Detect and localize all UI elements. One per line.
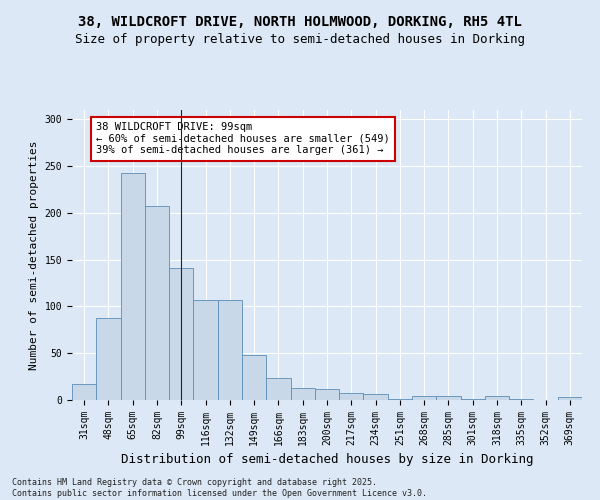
Bar: [485, 396, 509, 400]
Text: Size of property relative to semi-detached houses in Dorking: Size of property relative to semi-detach…: [75, 32, 525, 46]
Bar: [388, 399, 412, 400]
Bar: [315, 389, 339, 400]
Bar: [412, 396, 436, 400]
Bar: [193, 300, 218, 400]
Bar: [96, 318, 121, 400]
Text: 38, WILDCROFT DRIVE, NORTH HOLMWOOD, DORKING, RH5 4TL: 38, WILDCROFT DRIVE, NORTH HOLMWOOD, DOR…: [78, 15, 522, 29]
Bar: [461, 399, 485, 400]
X-axis label: Distribution of semi-detached houses by size in Dorking: Distribution of semi-detached houses by …: [121, 454, 533, 466]
Y-axis label: Number of semi-detached properties: Number of semi-detached properties: [29, 140, 39, 370]
Bar: [242, 355, 266, 400]
Bar: [364, 394, 388, 400]
Bar: [339, 392, 364, 400]
Bar: [509, 399, 533, 400]
Bar: [72, 384, 96, 400]
Bar: [145, 206, 169, 400]
Bar: [121, 172, 145, 400]
Bar: [558, 397, 582, 400]
Text: Contains HM Land Registry data © Crown copyright and database right 2025.
Contai: Contains HM Land Registry data © Crown c…: [12, 478, 427, 498]
Bar: [436, 396, 461, 400]
Bar: [169, 268, 193, 400]
Text: 38 WILDCROFT DRIVE: 99sqm
← 60% of semi-detached houses are smaller (549)
39% of: 38 WILDCROFT DRIVE: 99sqm ← 60% of semi-…: [96, 122, 390, 156]
Bar: [218, 300, 242, 400]
Bar: [266, 378, 290, 400]
Bar: [290, 388, 315, 400]
